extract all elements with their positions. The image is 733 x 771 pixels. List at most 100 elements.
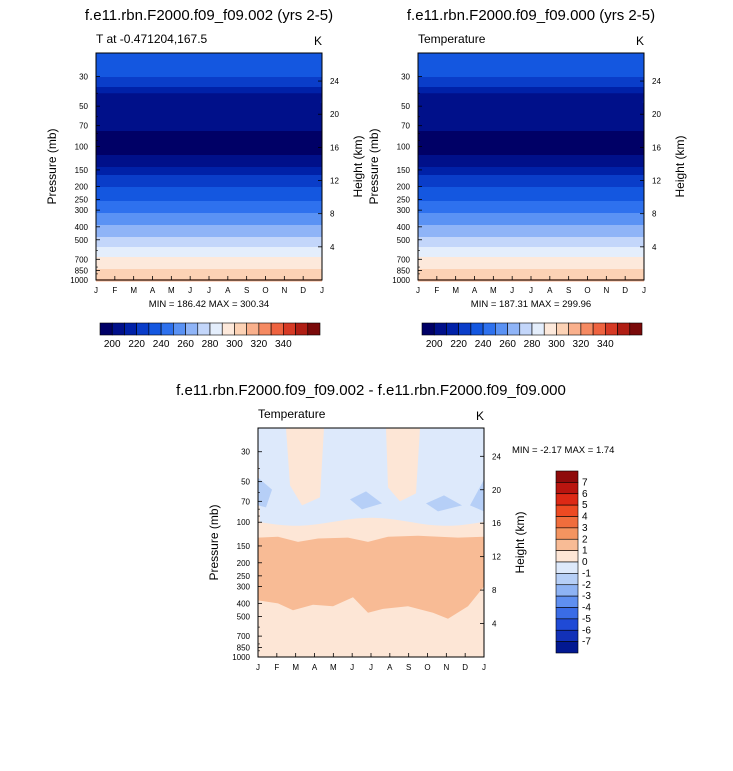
colorbar-swatch: [446, 322, 459, 336]
contour-band: [96, 193, 322, 196]
contour-band: [96, 189, 322, 192]
contour-band: [96, 61, 322, 64]
y-tick-label: 850: [237, 643, 251, 652]
contour-band: [96, 265, 322, 268]
contour-band: [96, 141, 322, 144]
contour-band: [418, 195, 644, 198]
contour-band: [418, 151, 644, 154]
colorbar-swatch: [495, 322, 508, 336]
contour-band: [96, 131, 322, 134]
x-tick-label: S: [566, 286, 571, 295]
contour-band: [96, 267, 322, 270]
contour-field-3: [258, 428, 484, 657]
contour-band: [418, 271, 644, 274]
colorbar-swatch: [234, 322, 247, 336]
x-tick-label: M: [168, 286, 175, 295]
contour-band: [418, 187, 644, 190]
contour-band: [96, 231, 322, 234]
contour-band: [418, 129, 644, 132]
y-tick-label: 100: [397, 142, 411, 151]
colorbar-label: 5: [582, 500, 588, 511]
contour-band: [418, 221, 644, 224]
colorbar-swatch: [555, 584, 579, 597]
contour-band: [418, 145, 644, 148]
contour-band: [418, 147, 644, 150]
contour-band: [96, 63, 322, 66]
y-tick-label: 30: [241, 448, 250, 457]
contour-band: [96, 207, 322, 210]
colorbar-label: 0: [582, 557, 588, 568]
contour-band: [418, 199, 644, 202]
x-tick-label: D: [462, 663, 468, 672]
contour-band: [418, 211, 644, 214]
panel-3: f.e11.rbn.F2000.f09_f09.002 - f.e11.rbn.…: [176, 382, 566, 672]
contour-band: [418, 175, 644, 178]
y-axis-label: Pressure (mb): [207, 504, 221, 580]
y2-tick-label: 16: [492, 519, 501, 528]
contour-band: [418, 243, 644, 246]
contour-band: [418, 85, 644, 88]
y-tick-label: 700: [237, 632, 251, 641]
colorbar-label: 320: [251, 339, 268, 350]
contour-band: [418, 247, 644, 250]
contour-band: [96, 57, 322, 60]
contour-band-upper: [96, 93, 322, 125]
contour-band: [96, 213, 322, 216]
contour-band: [418, 55, 644, 58]
colorbar-label: 4: [582, 512, 588, 523]
contour-band: [96, 203, 322, 206]
x-tick-label: M: [330, 663, 337, 672]
y2-tick-label: 8: [330, 210, 335, 219]
contour-band: [418, 163, 644, 166]
min-max-label: MIN = 187.31 MAX = 299.96: [471, 299, 591, 310]
contour-band: [96, 249, 322, 252]
contour-band: [96, 221, 322, 224]
colorbar-swatch: [470, 322, 484, 336]
contour-band: [96, 151, 322, 154]
contour-band: [96, 177, 322, 180]
x-tick-label: A: [472, 286, 478, 295]
contour-band: [96, 157, 322, 160]
contour-band: [418, 143, 644, 146]
x-tick-label: A: [150, 286, 156, 295]
y-tick-label: 150: [237, 542, 251, 551]
colorbar-label: 300: [548, 339, 565, 350]
warm-tongue-1: [286, 428, 324, 506]
contour-band: [96, 129, 322, 132]
contour-band: [418, 213, 644, 216]
cool-patch-4: [470, 479, 484, 512]
colorbar-label: 6: [582, 489, 588, 500]
contour-field-2: [418, 53, 644, 282]
colorbar-swatch: [111, 322, 125, 336]
contour-band: [418, 235, 644, 238]
colorbar-swatch: [605, 322, 618, 336]
x-tick-label: J: [350, 663, 354, 672]
y-tick-label: 400: [237, 599, 251, 608]
contour-band: [418, 77, 644, 80]
contour-band: [96, 183, 322, 186]
colorbar-swatch: [555, 504, 579, 517]
contour-band: [96, 169, 322, 172]
contour-band: [96, 201, 322, 204]
panel-title: f.e11.rbn.F2000.f09_f09.000 (yrs 2-5): [407, 7, 655, 24]
contour-band: [418, 225, 644, 228]
y2-tick-label: 12: [652, 177, 661, 186]
colorbar-swatch: [555, 573, 579, 586]
contour-band: [96, 255, 322, 258]
x-tick-label: N: [603, 286, 609, 295]
contour-band: [96, 91, 322, 94]
colorbar-swatch: [555, 641, 579, 654]
contour-band: [96, 245, 322, 248]
contour-band: [96, 165, 322, 168]
colorbar-swatch: [482, 322, 496, 336]
contour-band: [418, 161, 644, 164]
y2-tick-label: 20: [492, 486, 501, 495]
contour-band: [96, 149, 322, 152]
contour-field-1: [96, 53, 322, 282]
contour-band: [96, 227, 322, 230]
contour-band: [418, 257, 644, 260]
contour-band: [96, 161, 322, 164]
y2-axis-label: Height (km): [513, 511, 527, 573]
contour-band: [418, 217, 644, 220]
